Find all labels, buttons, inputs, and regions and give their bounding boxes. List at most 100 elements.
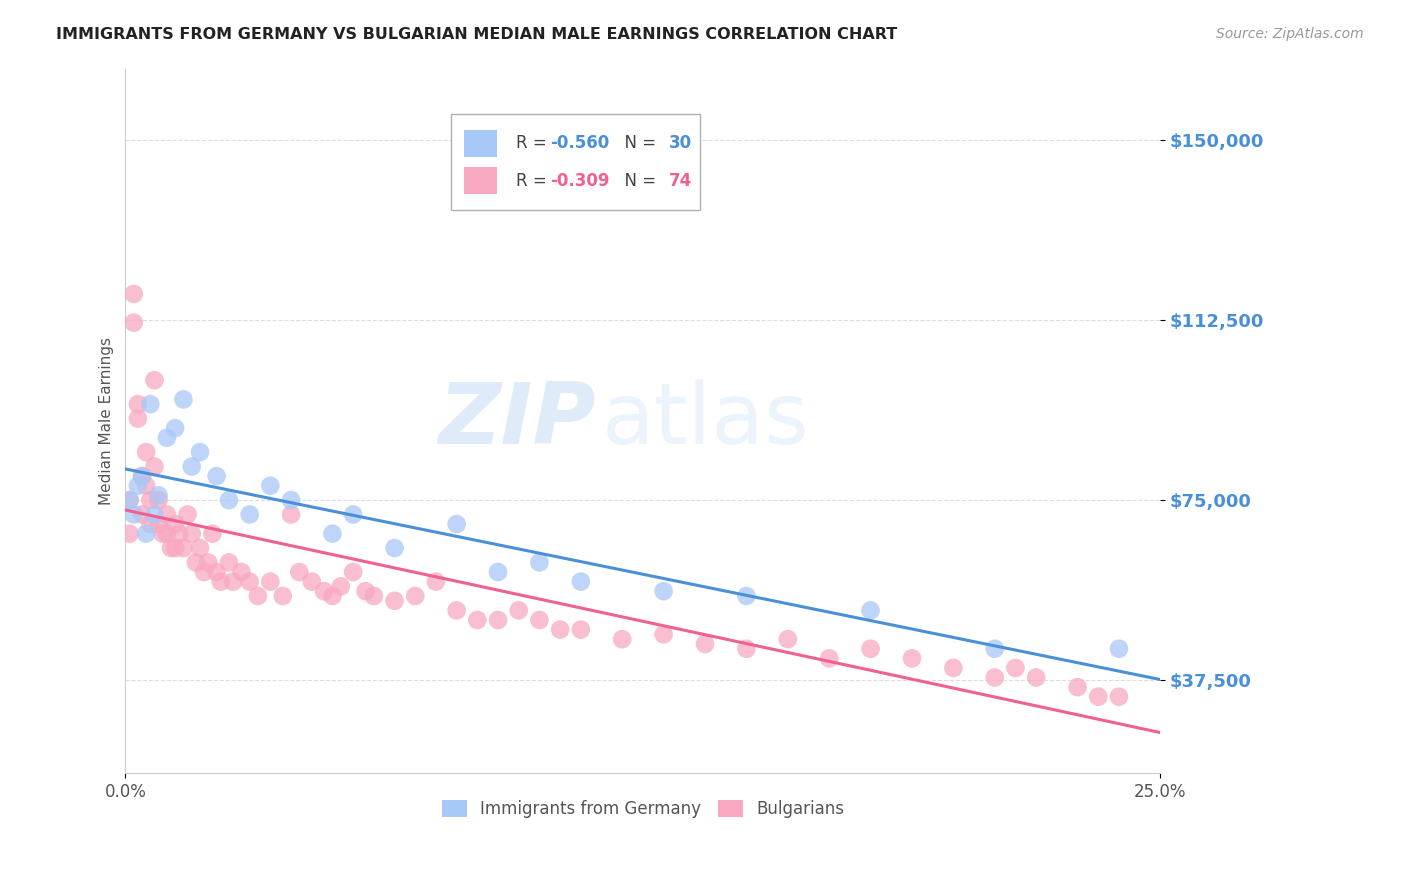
Point bbox=[160, 541, 183, 555]
Text: -0.560: -0.560 bbox=[550, 134, 609, 153]
Point bbox=[425, 574, 447, 589]
Point bbox=[201, 526, 224, 541]
Point bbox=[148, 517, 170, 532]
Point bbox=[122, 286, 145, 301]
FancyBboxPatch shape bbox=[464, 167, 496, 194]
Point bbox=[218, 556, 240, 570]
Point bbox=[859, 641, 882, 656]
Point bbox=[169, 526, 191, 541]
Point bbox=[165, 421, 187, 435]
Point bbox=[446, 517, 468, 532]
Point bbox=[1025, 671, 1047, 685]
Point bbox=[465, 613, 488, 627]
Y-axis label: Median Male Earnings: Median Male Earnings bbox=[100, 337, 114, 505]
Point bbox=[259, 574, 281, 589]
Point bbox=[197, 556, 219, 570]
Point bbox=[776, 632, 799, 647]
Point bbox=[246, 589, 269, 603]
Point bbox=[127, 411, 149, 425]
Point bbox=[569, 623, 592, 637]
Point bbox=[180, 526, 202, 541]
Point bbox=[118, 493, 141, 508]
Point bbox=[127, 479, 149, 493]
Text: 30: 30 bbox=[669, 134, 692, 153]
Point bbox=[280, 493, 302, 508]
Point bbox=[209, 574, 232, 589]
Point bbox=[135, 479, 157, 493]
Text: N =: N = bbox=[614, 171, 661, 190]
Point bbox=[156, 508, 179, 522]
Point bbox=[122, 316, 145, 330]
Point bbox=[148, 488, 170, 502]
Point bbox=[735, 589, 758, 603]
Point bbox=[329, 579, 352, 593]
Point bbox=[156, 431, 179, 445]
Point bbox=[259, 479, 281, 493]
Point bbox=[1108, 690, 1130, 704]
Point bbox=[239, 508, 262, 522]
Point bbox=[942, 661, 965, 675]
Point bbox=[342, 565, 364, 579]
Point bbox=[901, 651, 924, 665]
Point bbox=[569, 574, 592, 589]
Point bbox=[314, 584, 336, 599]
Point bbox=[321, 526, 343, 541]
Point bbox=[1087, 690, 1109, 704]
Text: ZIP: ZIP bbox=[439, 379, 596, 462]
Point bbox=[188, 445, 211, 459]
Point bbox=[143, 373, 166, 387]
Text: atlas: atlas bbox=[602, 379, 810, 462]
Point bbox=[363, 589, 385, 603]
Text: R =: R = bbox=[516, 134, 551, 153]
Point bbox=[152, 526, 174, 541]
Point bbox=[1066, 680, 1088, 694]
Point bbox=[218, 493, 240, 508]
Point bbox=[486, 613, 509, 627]
Point bbox=[127, 397, 149, 411]
Point bbox=[172, 392, 194, 407]
Point bbox=[143, 508, 166, 522]
Text: Source: ZipAtlas.com: Source: ZipAtlas.com bbox=[1216, 27, 1364, 41]
Point bbox=[122, 508, 145, 522]
Point bbox=[321, 589, 343, 603]
Point bbox=[354, 584, 377, 599]
Text: IMMIGRANTS FROM GERMANY VS BULGARIAN MEDIAN MALE EARNINGS CORRELATION CHART: IMMIGRANTS FROM GERMANY VS BULGARIAN MED… bbox=[56, 27, 897, 42]
Point bbox=[193, 565, 215, 579]
Point bbox=[135, 526, 157, 541]
Point bbox=[231, 565, 253, 579]
Text: N =: N = bbox=[614, 134, 661, 153]
Point bbox=[172, 541, 194, 555]
Point bbox=[139, 397, 162, 411]
Point bbox=[384, 594, 406, 608]
Point bbox=[446, 603, 468, 617]
Point bbox=[139, 517, 162, 532]
Point bbox=[131, 469, 153, 483]
Point bbox=[165, 517, 187, 532]
Point bbox=[184, 556, 207, 570]
Point bbox=[180, 459, 202, 474]
Point bbox=[131, 469, 153, 483]
Point bbox=[205, 469, 228, 483]
Point bbox=[1004, 661, 1026, 675]
Point bbox=[148, 493, 170, 508]
Point bbox=[612, 632, 634, 647]
Point bbox=[404, 589, 426, 603]
Point bbox=[984, 671, 1007, 685]
Point bbox=[486, 565, 509, 579]
Point bbox=[984, 641, 1007, 656]
Point bbox=[301, 574, 323, 589]
Point bbox=[818, 651, 841, 665]
Point bbox=[205, 565, 228, 579]
Text: R =: R = bbox=[516, 171, 551, 190]
Point bbox=[165, 541, 187, 555]
Point bbox=[529, 556, 551, 570]
Point bbox=[1108, 641, 1130, 656]
Point bbox=[156, 526, 179, 541]
Point bbox=[288, 565, 311, 579]
Point bbox=[176, 508, 198, 522]
Point bbox=[735, 641, 758, 656]
Point bbox=[652, 584, 675, 599]
Point bbox=[139, 493, 162, 508]
Point bbox=[384, 541, 406, 555]
Point bbox=[135, 445, 157, 459]
